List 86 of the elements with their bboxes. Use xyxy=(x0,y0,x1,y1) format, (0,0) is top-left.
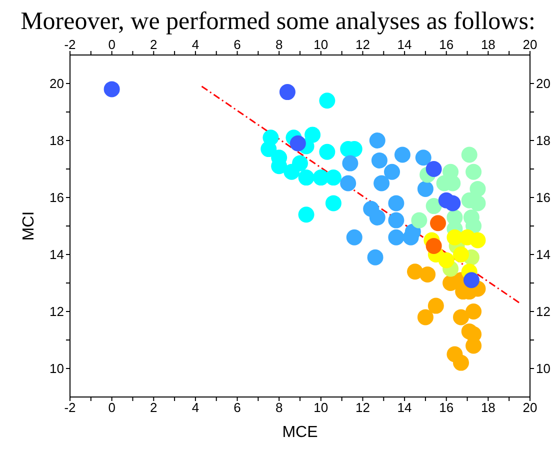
x2-tick-label: 6 xyxy=(234,400,241,416)
x-tick-label: 4 xyxy=(192,37,200,52)
point xyxy=(384,164,400,180)
point xyxy=(298,206,314,223)
point xyxy=(260,141,277,158)
point xyxy=(304,126,321,143)
point xyxy=(426,238,442,254)
x2-tick-label: 14 xyxy=(397,400,412,416)
x-tick-label: 18 xyxy=(480,37,496,52)
point xyxy=(342,155,358,172)
point xyxy=(388,212,404,228)
y2-tick-label: 10 xyxy=(536,361,550,376)
y-tick-label: 18 xyxy=(50,133,64,148)
point xyxy=(466,304,482,320)
y2-tick-label: 16 xyxy=(536,190,550,206)
x-axis-title: MCE xyxy=(282,424,318,441)
point xyxy=(371,152,388,168)
point xyxy=(426,198,442,214)
point xyxy=(340,175,356,192)
y-tick-label: 10 xyxy=(50,361,64,376)
x2-tick-label: 8 xyxy=(275,400,283,416)
point xyxy=(369,209,386,226)
x2-tick-label: 0 xyxy=(108,400,116,416)
point xyxy=(428,298,444,314)
point xyxy=(453,309,469,326)
chart-title: Moreover, we performed some analyses as follows: xyxy=(20,8,536,36)
x-tick-label: 20 xyxy=(522,37,538,52)
point xyxy=(394,146,410,163)
y2-tick-label: 14 xyxy=(536,247,550,262)
y2-tick-label: 12 xyxy=(536,304,550,320)
x2-tick-label: 2 xyxy=(150,400,158,416)
point xyxy=(298,170,314,186)
point xyxy=(279,84,296,100)
x-tick-label: -2 xyxy=(64,37,76,52)
point xyxy=(374,175,390,192)
point xyxy=(417,309,434,326)
y-tick-label: 14 xyxy=(50,247,64,262)
point xyxy=(369,132,386,148)
point xyxy=(426,161,442,177)
y-tick-label: 20 xyxy=(50,76,64,92)
point xyxy=(444,195,461,212)
point xyxy=(453,354,469,371)
point xyxy=(284,164,300,180)
y-axis-title: MCI xyxy=(20,211,38,241)
x-tick-label: 10 xyxy=(314,37,328,52)
point xyxy=(470,195,486,212)
y2-tick-label: 20 xyxy=(536,76,550,92)
point xyxy=(430,215,446,232)
point xyxy=(290,135,306,152)
point xyxy=(470,180,486,197)
x2-tick-label: 16 xyxy=(439,400,454,416)
point xyxy=(420,266,436,282)
x2-tick-label: 4 xyxy=(192,400,200,416)
point xyxy=(466,164,482,180)
x-tick-label: 0 xyxy=(108,37,116,52)
point xyxy=(463,272,480,288)
x-tick-label: 14 xyxy=(397,37,412,52)
point xyxy=(453,246,469,262)
point xyxy=(388,229,404,246)
x-tick-label: 12 xyxy=(355,37,370,52)
point xyxy=(325,170,342,186)
point xyxy=(104,81,120,98)
x2-tick-label: 10 xyxy=(314,400,328,416)
y-tick-label: 16 xyxy=(50,190,64,206)
x2-tick-label: -2 xyxy=(64,400,76,416)
point xyxy=(461,146,478,163)
point xyxy=(411,212,428,228)
x2-tick-label: 12 xyxy=(355,400,370,416)
y2-tick-label: 18 xyxy=(536,133,550,148)
x-tick-label: 2 xyxy=(150,37,158,52)
point xyxy=(346,229,362,246)
x-tick-label: 6 xyxy=(234,37,241,52)
point xyxy=(319,92,336,109)
point xyxy=(470,232,486,248)
point xyxy=(415,150,432,166)
point xyxy=(319,144,336,160)
y-tick-label: 12 xyxy=(50,304,64,320)
point xyxy=(388,195,404,212)
x2-tick-label: 18 xyxy=(480,400,496,416)
point xyxy=(417,180,434,197)
x-tick-label: 16 xyxy=(439,37,454,52)
point xyxy=(367,249,384,266)
point xyxy=(438,252,454,268)
x2-tick-label: 20 xyxy=(522,400,538,416)
point xyxy=(325,195,342,212)
x-tick-label: 8 xyxy=(275,37,283,52)
